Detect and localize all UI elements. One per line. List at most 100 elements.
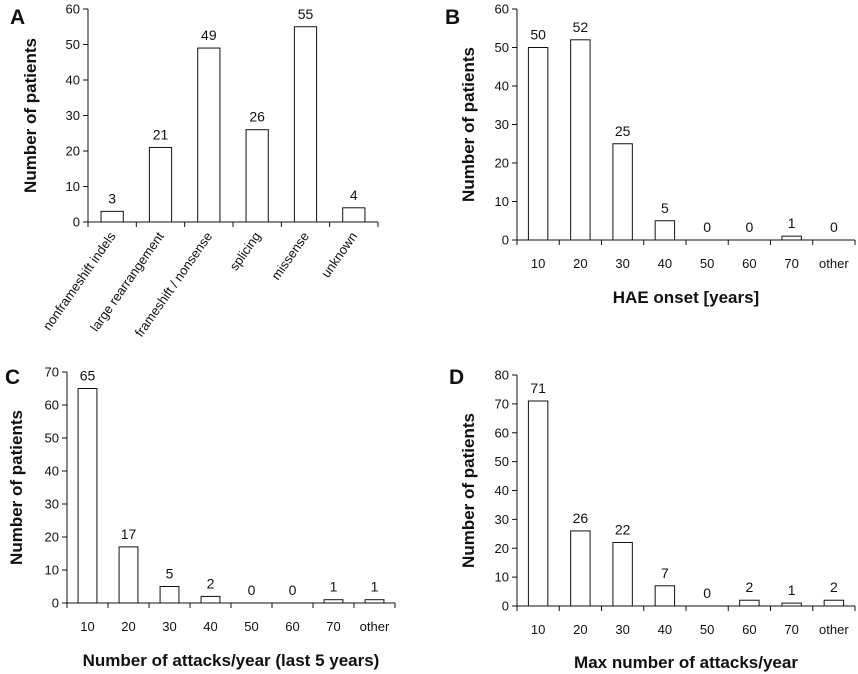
x-tick-label: 70 — [326, 619, 340, 634]
y-tick-label: 50 — [45, 431, 59, 446]
x-axis-title: Max number of attacks/year — [574, 653, 798, 672]
data-label: 1 — [788, 215, 796, 231]
x-tick-label: 10 — [80, 619, 94, 634]
bar — [148, 146, 173, 223]
x-tick-label: 10 — [531, 256, 545, 271]
y-tick-label: 10 — [66, 179, 80, 194]
bar — [570, 39, 591, 241]
y-tick-label: 30 — [66, 108, 80, 123]
data-label: 5 — [166, 566, 174, 582]
x-axis-title: HAE onset [years] — [613, 288, 759, 307]
y-tick-label: 70 — [495, 396, 509, 411]
x-tick-label: splicing — [226, 229, 263, 273]
bar — [323, 599, 344, 604]
data-label: 2 — [207, 575, 215, 591]
y-tick-label: 0 — [52, 596, 59, 611]
y-tick-label: 60 — [66, 2, 80, 17]
x-tick-label: 60 — [285, 619, 299, 634]
data-label: 4 — [350, 187, 358, 203]
x-tick-label: other — [819, 256, 849, 271]
panel-d: D 0 10 20 30 40 50 60 70 80 71 10 26 20 22 30 7 40 0 50 2 60 1… — [449, 366, 856, 672]
x-tick-label: 30 — [615, 256, 629, 271]
data-label: 5 — [661, 200, 669, 216]
x-tick-label: 50 — [700, 256, 714, 271]
panel-b: B 0 10 20 30 40 50 60 50 10 52 20 25 30 5 40 0 50 0 60 1 70 0 o… — [445, 2, 856, 307]
y-tick-label: 40 — [45, 464, 59, 479]
data-label: 2 — [830, 579, 838, 595]
y-axis-title: Number of patients — [459, 47, 478, 202]
data-label: 65 — [80, 368, 96, 384]
y-tick-label: 80 — [495, 368, 509, 383]
bar — [654, 585, 676, 607]
bar — [77, 388, 98, 604]
data-label: 0 — [745, 219, 753, 235]
bar — [612, 143, 633, 241]
y-tick-label: 10 — [495, 570, 509, 585]
y-tick-label: 70 — [45, 365, 59, 380]
y-tick-label: 60 — [45, 398, 59, 413]
bar — [781, 602, 802, 607]
y-tick-label: 10 — [495, 194, 509, 209]
x-tick-label: 20 — [573, 256, 587, 271]
x-tick-label: 50 — [700, 622, 714, 637]
y-tick-label: 30 — [495, 117, 509, 132]
x-tick-label: 70 — [784, 256, 798, 271]
y-tick-label: 40 — [495, 79, 509, 94]
y-tick-label: 20 — [66, 144, 80, 159]
data-label: 0 — [830, 219, 838, 235]
y-tick-label: 20 — [495, 156, 509, 171]
x-tick-label: 50 — [244, 619, 258, 634]
data-label: 0 — [248, 582, 256, 598]
bar — [527, 47, 549, 241]
bar — [245, 129, 269, 223]
x-tick-label: 20 — [573, 622, 587, 637]
y-tick-label: 10 — [45, 563, 59, 578]
bar — [342, 207, 366, 223]
bar — [739, 599, 760, 607]
y-axis-title: Number of patients — [459, 413, 478, 568]
data-label: 7 — [661, 565, 669, 581]
x-tick-label: 30 — [162, 619, 176, 634]
panel-label: A — [10, 6, 25, 29]
x-tick-label: 70 — [784, 622, 798, 637]
y-tick-label: 0 — [502, 599, 509, 614]
data-label: 0 — [289, 582, 297, 598]
bar — [159, 586, 180, 604]
y-tick-label: 0 — [502, 233, 509, 248]
x-tick-label: 60 — [742, 622, 756, 637]
y-tick-label: 20 — [495, 541, 509, 556]
bar — [570, 530, 591, 607]
y-axis-title: Number of patients — [7, 410, 26, 565]
x-tick-label: other — [360, 619, 390, 634]
data-label: 49 — [201, 27, 217, 43]
data-label: 25 — [615, 123, 631, 139]
x-tick-label: 40 — [658, 256, 672, 271]
bar — [293, 26, 318, 223]
panel-label: B — [445, 6, 460, 29]
y-tick-label: 60 — [495, 425, 509, 440]
y-tick-label: 20 — [45, 530, 59, 545]
x-axis-title: Number of attacks/year (last 5 years) — [83, 651, 380, 670]
data-label: 0 — [703, 585, 711, 601]
y-tick-label: 40 — [495, 483, 509, 498]
bar — [118, 546, 139, 604]
data-label: 26 — [249, 109, 265, 125]
data-label: 22 — [615, 521, 631, 537]
y-tick-label: 0 — [73, 215, 80, 230]
data-label: 21 — [153, 126, 169, 142]
bar — [200, 595, 221, 604]
x-tick-label: other — [819, 622, 849, 637]
x-tick-label: 40 — [203, 619, 217, 634]
y-tick-label: 50 — [66, 37, 80, 52]
y-tick-label: 50 — [495, 40, 509, 55]
bar — [197, 47, 221, 223]
x-tick-label: unknown — [318, 229, 360, 280]
data-label: 3 — [108, 190, 116, 206]
y-axis-title: Number of patients — [21, 38, 40, 193]
bar — [781, 235, 802, 241]
data-label: 50 — [530, 27, 546, 43]
data-label: 26 — [573, 510, 589, 526]
y-tick-label: 40 — [66, 73, 80, 88]
data-label: 71 — [530, 380, 546, 396]
panel-label: C — [5, 366, 20, 389]
